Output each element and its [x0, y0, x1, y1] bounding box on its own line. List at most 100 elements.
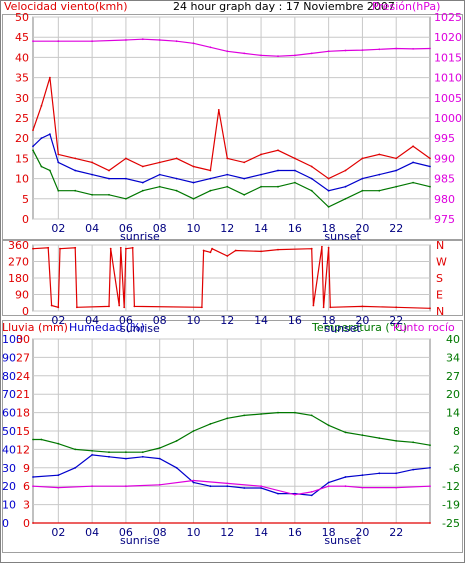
data-point	[158, 447, 161, 449]
x-tick-label: 18	[322, 314, 336, 327]
y-tick-label-humidity: 50	[2, 425, 16, 438]
y-tick-label-temp: -6	[449, 462, 460, 475]
data-point	[361, 434, 364, 437]
data-point	[310, 165, 313, 168]
data-point	[294, 157, 296, 160]
data-point	[175, 40, 178, 43]
data-point	[32, 438, 34, 441]
data-point	[209, 169, 212, 172]
data-point	[49, 169, 51, 172]
data-point	[277, 185, 279, 188]
data-point	[91, 449, 93, 452]
x-tick-label: 02	[51, 222, 65, 235]
data-point	[327, 246, 330, 249]
x-marker-label-sunrise: sunrise	[120, 322, 160, 335]
data-point	[91, 161, 93, 164]
x-tick-label: 10	[186, 222, 200, 235]
x-tick-label: 08	[153, 314, 167, 327]
data-point	[260, 173, 262, 176]
data-point	[327, 424, 330, 427]
data-point	[277, 248, 279, 251]
x-tick-label: 06	[119, 526, 133, 539]
y-tick-label-temp: 14	[446, 407, 460, 420]
panel-frame	[2, 14, 463, 240]
x-tick-label: 08	[153, 526, 167, 539]
data-point	[277, 55, 279, 58]
y-tick-label-left: 15	[15, 152, 29, 165]
series-line-presi-n-hpa-	[33, 38, 431, 57]
data-point	[429, 185, 431, 188]
x-tick-label: 14	[254, 222, 268, 235]
y-tick-label-temp: 27	[446, 370, 460, 383]
data-point	[344, 185, 347, 188]
data-point	[294, 169, 296, 172]
data-point	[277, 492, 279, 495]
data-point	[260, 487, 262, 489]
y-tick-label-left: 20	[15, 132, 29, 145]
data-point	[429, 307, 431, 310]
y-tick-label-right: 1010	[434, 72, 462, 85]
data-point	[158, 161, 161, 164]
data-point	[57, 189, 60, 192]
data-point	[260, 153, 262, 156]
data-point	[192, 165, 195, 168]
wind-speed-label: Velocidad viento(kmh)	[4, 0, 128, 13]
y-tick-label-rain: 3	[23, 499, 30, 512]
data-point	[49, 133, 51, 136]
data-point	[192, 479, 195, 482]
temperature-label: Temperatura (°C)	[311, 321, 407, 334]
x-tick-label: 02	[51, 526, 65, 539]
data-point	[57, 486, 60, 489]
data-point	[361, 49, 364, 51]
data-point	[294, 411, 296, 414]
data-point	[327, 50, 330, 53]
y-tick-label-temp: 8	[453, 425, 460, 438]
data-point	[243, 161, 246, 164]
y-tick-label-right: 1020	[434, 31, 462, 44]
data-point	[158, 457, 161, 460]
chart-title: 24 hour graph day : 17 Noviembre 2007	[173, 0, 395, 13]
data-point	[209, 485, 212, 488]
y-tick-label-temp: -19	[442, 499, 460, 512]
y-tick-label-humidity: 100	[2, 333, 23, 346]
data-point	[412, 161, 414, 164]
data-point	[294, 54, 296, 57]
data-point	[294, 493, 296, 496]
y-tick-label-left: 10	[15, 173, 29, 186]
data-point	[40, 105, 43, 107]
data-point	[260, 413, 262, 415]
data-point	[141, 38, 144, 41]
data-point	[158, 185, 161, 188]
data-point	[57, 442, 60, 445]
series-line-racha-m-nima	[32, 150, 431, 208]
data-point	[361, 474, 364, 477]
data-point	[57, 153, 60, 156]
data-point	[395, 185, 398, 188]
compass-label: E	[436, 289, 443, 302]
y-tick-label-humidity: 70	[2, 388, 16, 401]
data-point	[395, 47, 398, 50]
data-point	[378, 173, 381, 176]
x-tick-label: 06	[119, 222, 133, 235]
x-tick-label: 16	[288, 526, 302, 539]
y-tick-label-right: 1015	[434, 51, 462, 64]
data-point	[344, 169, 347, 172]
y-tick-label-left: 180	[8, 272, 29, 285]
data-point	[201, 306, 203, 309]
data-point	[192, 42, 195, 45]
y-tick-label-left: 0	[22, 213, 29, 226]
data-point	[361, 305, 364, 308]
y-tick-label-temp: 2	[453, 443, 460, 456]
y-tick-label-rain: 9	[23, 462, 30, 475]
data-point	[49, 76, 51, 79]
y-tick-label-left: 360	[8, 239, 29, 252]
data-point	[209, 177, 212, 180]
data-point	[141, 189, 144, 192]
data-point	[74, 169, 77, 172]
x-tick-label: 12	[220, 314, 234, 327]
data-point	[32, 40, 34, 43]
data-point	[108, 451, 110, 454]
x-tick-label: 04	[85, 314, 99, 327]
x-tick-label: 22	[389, 222, 403, 235]
